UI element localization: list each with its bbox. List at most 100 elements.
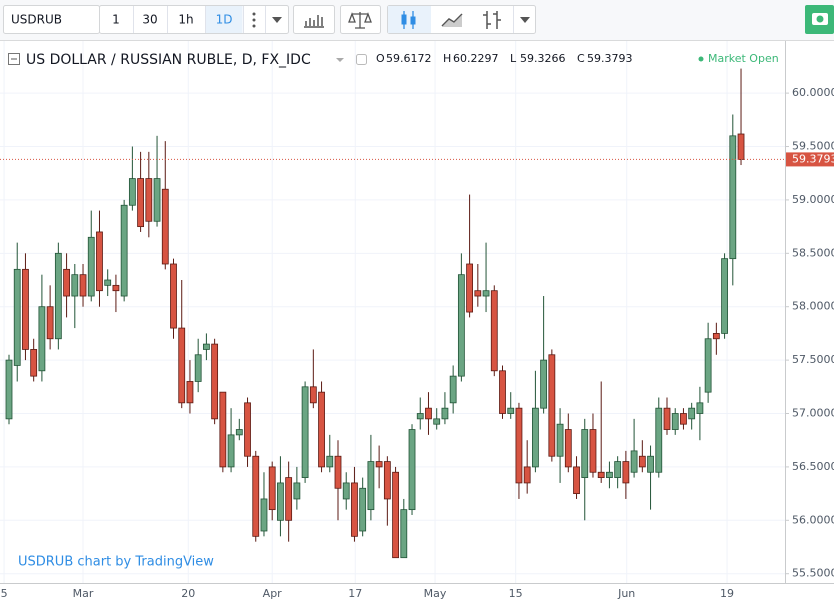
candle-body: [318, 391, 325, 468]
candle-body: [441, 407, 449, 420]
candle-body: [375, 461, 383, 468]
ohlc-value: 59.3266: [520, 52, 566, 65]
candle-body: [87, 236, 95, 297]
candle-body: [367, 461, 375, 511]
settings-icon[interactable]: [356, 54, 367, 65]
compare-icon: [348, 12, 372, 29]
candle-body: [351, 482, 358, 537]
candle-body: [729, 135, 737, 260]
interval-active-bg: [205, 6, 243, 33]
x-tick-label: May: [424, 587, 447, 600]
candle-body: [704, 338, 712, 393]
interval-button[interactable]: 1: [112, 13, 120, 27]
candle-body: [721, 258, 728, 334]
candle-body: [449, 375, 457, 404]
indicators-icon: [304, 15, 324, 28]
candle-body: [416, 413, 424, 420]
line-style-icon: [442, 15, 462, 27]
candle-body: [663, 407, 671, 430]
candle-body: [79, 274, 87, 297]
candle-body: [54, 252, 62, 340]
ohlc-key: L: [510, 52, 517, 65]
candle-body: [425, 407, 432, 420]
y-tick-label: 58.0000: [792, 300, 834, 313]
candle-body: [260, 498, 268, 532]
candle-body: [392, 471, 399, 559]
candle-body: [400, 509, 408, 559]
dropdown-caret[interactable]: [520, 17, 530, 23]
candle-body: [573, 466, 580, 495]
candle-body: [655, 407, 663, 473]
interval-button-active[interactable]: 1D: [216, 13, 233, 27]
ohlc-value: 59.3793: [587, 52, 633, 65]
y-tick-label: 56.5000: [792, 460, 834, 473]
dropdown-caret[interactable]: [272, 17, 282, 23]
candle-body: [13, 268, 21, 366]
candle-body: [564, 429, 572, 468]
candle-body: [597, 471, 605, 478]
candle-body: [96, 231, 103, 292]
y-tick-label: 58.5000: [792, 246, 834, 259]
candle-body: [38, 306, 46, 372]
bar-style-icon[interactable]: [483, 11, 501, 29]
y-tick-label: 57.0000: [792, 407, 834, 420]
candle-body: [309, 386, 317, 404]
watermark[interactable]: USDRUB chart by TradingView: [18, 555, 214, 570]
ohlc-key: H: [443, 52, 451, 65]
interval-group: [99, 5, 289, 34]
candle-body: [235, 429, 243, 436]
y-tick-label: 57.5000: [792, 353, 834, 366]
last-price-tag: [786, 152, 834, 167]
more-icon[interactable]: [252, 12, 256, 28]
candle-body: [688, 407, 696, 420]
x-tick-label: 19: [720, 587, 734, 600]
candle-body: [301, 386, 309, 478]
candle-body: [490, 290, 498, 372]
candle-body: [46, 306, 54, 340]
candle-body: [359, 487, 367, 532]
candle-body: [252, 455, 260, 537]
symbol: USDRUB: [11, 13, 62, 27]
axis-labels: 55.5000 56.0000 56.5000 57.0000 57.5000 58.00…: [1, 86, 834, 600]
chart-pane: [0, 41, 834, 604]
candle-body: [128, 178, 136, 206]
candle-body: [342, 482, 350, 500]
candle-body: [178, 327, 186, 404]
candle-body: [112, 284, 120, 292]
x-tick-label: 17: [348, 587, 362, 600]
interval-button[interactable]: 1h: [178, 13, 193, 27]
candle-body: [5, 359, 13, 420]
x-tick-label: 15: [509, 587, 523, 600]
title-caret[interactable]: [336, 58, 344, 62]
candle-style-icon: [410, 16, 416, 25]
y-tick-label: 59.5000: [792, 140, 834, 153]
candle-body: [647, 455, 654, 473]
candle-body: [482, 290, 490, 297]
interval-button[interactable]: 30: [142, 13, 157, 27]
candle-body: [145, 178, 153, 222]
indicators-button[interactable]: [293, 5, 335, 34]
status-dot: [698, 56, 704, 62]
candle-body: [30, 349, 38, 377]
ohlc-key: C: [577, 52, 585, 65]
candle-body: [614, 461, 622, 478]
candle-body: [507, 407, 515, 414]
candle-body: [326, 455, 334, 468]
candle-body: [671, 413, 679, 430]
candle-body: [433, 418, 441, 425]
candle-body: [680, 413, 687, 425]
y-tick-label: 55.5000: [792, 567, 834, 580]
line-style-icon[interactable]: [441, 13, 463, 27]
market-status: Market Open: [708, 52, 779, 65]
ohlc-key: O: [376, 52, 385, 65]
candle-body: [499, 370, 506, 414]
chart-title: US DOLLAR / RUSSIAN RUBLE, D, FX_IDC: [26, 52, 311, 68]
candle-style-icon: [401, 14, 407, 25]
candle-body: [737, 133, 745, 160]
candles: [0, 68, 785, 559]
candle-body: [712, 333, 720, 340]
candle-body: [523, 466, 531, 484]
candle-body: [194, 354, 202, 382]
ohlc-value: 59.6172: [386, 52, 432, 65]
candle-body: [285, 477, 293, 521]
